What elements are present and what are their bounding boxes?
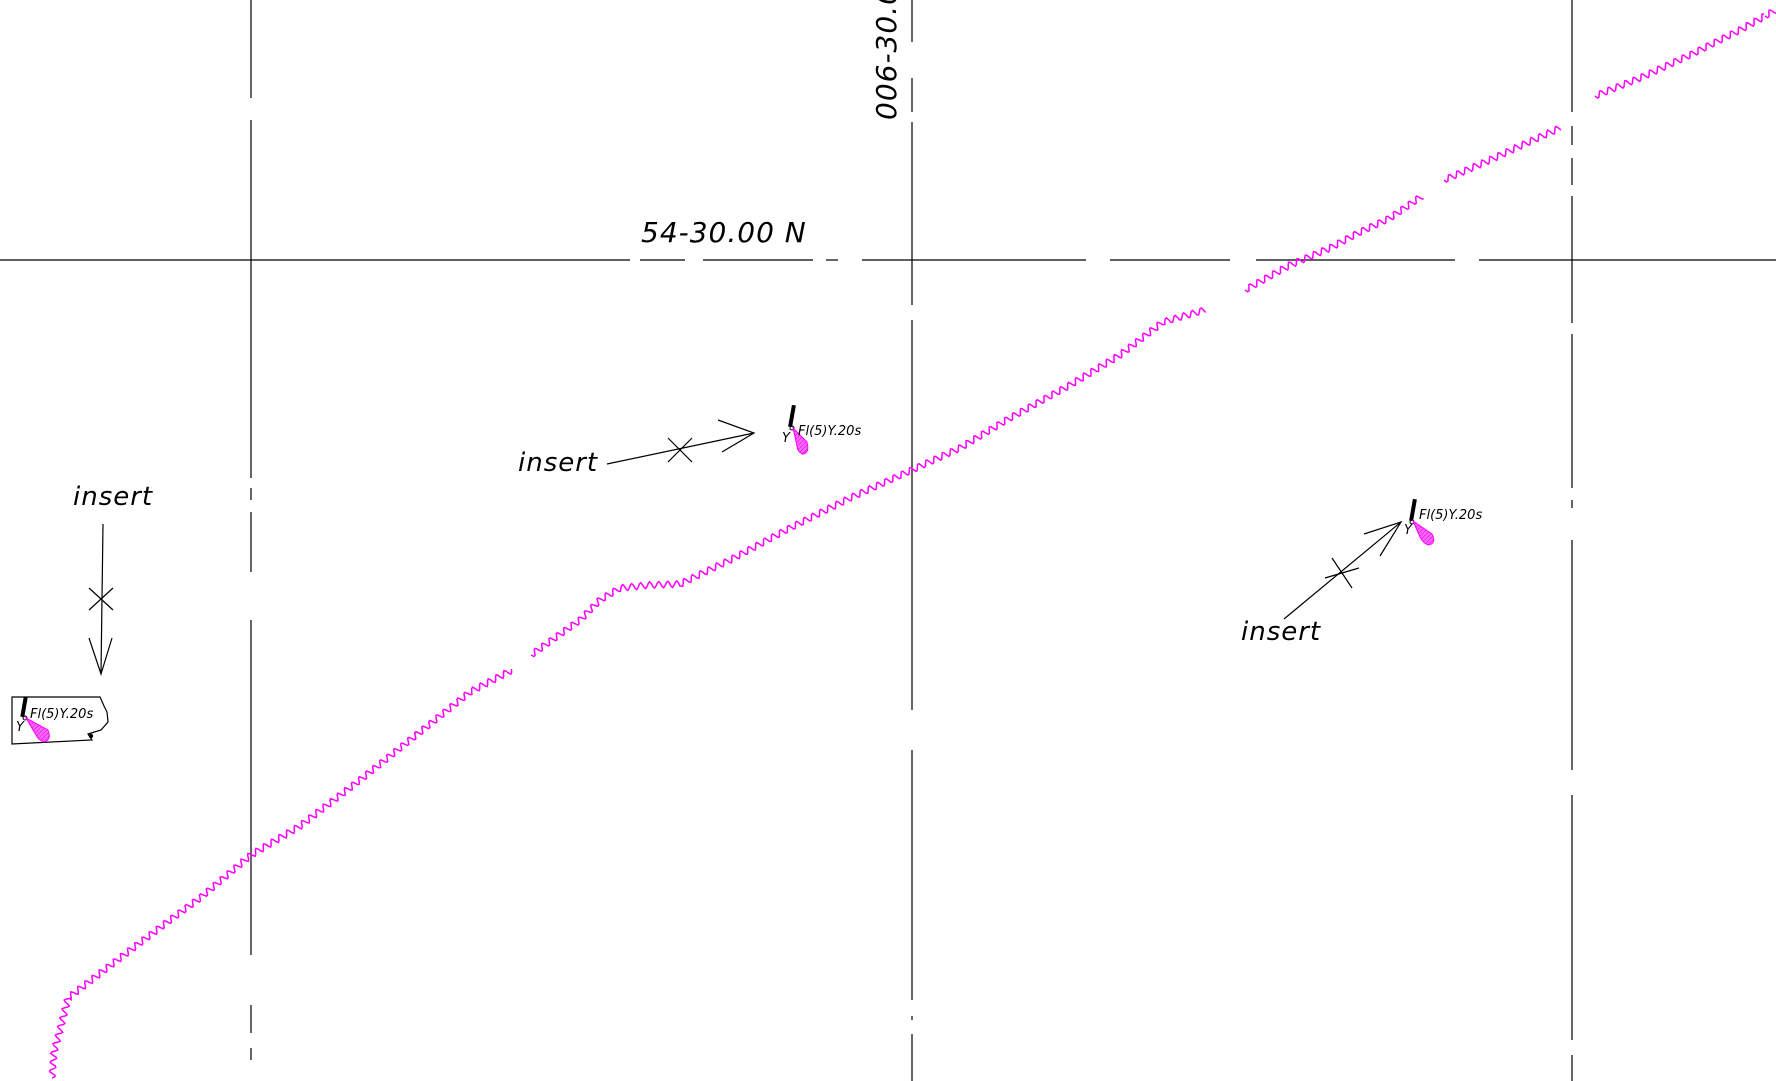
inset-frame	[11, 696, 109, 745]
light-color-letter: Y	[16, 720, 25, 735]
latitude-label: 54-30.00 N	[641, 216, 807, 249]
cable-segment	[1443, 125, 1562, 183]
light-characteristic: Fl(5)Y.20s	[1419, 508, 1482, 523]
leader-line	[606, 432, 755, 465]
cable-segment	[530, 307, 1207, 658]
leader-line	[1283, 521, 1402, 620]
light-2[interactable]: Y Fl(5)Y.20s	[782, 404, 861, 455]
arrow-icon	[717, 419, 756, 453]
cross-marker-icon	[667, 437, 693, 463]
cross-marker-icon	[1324, 557, 1360, 589]
insert-label: insert	[1241, 617, 1321, 647]
light-flare-icon	[792, 426, 809, 455]
arrow-icon	[88, 637, 113, 676]
longitude-label: 006-30.0	[870, 0, 903, 120]
insert-annotation-1: insert	[73, 482, 153, 676]
cable-segment	[1764, 9, 1776, 19]
insert-label: insert	[73, 482, 153, 512]
insert-label: insert	[518, 448, 598, 478]
light-3[interactable]: Y Fl(5)Y.20s	[1404, 498, 1482, 546]
insert-annotation-2: insert	[518, 419, 756, 478]
cable-segment	[1594, 13, 1765, 99]
light-characteristic: Fl(5)Y.20s	[798, 424, 861, 439]
light-flare-icon	[24, 716, 50, 743]
light-flare-icon	[1411, 519, 1435, 546]
inset-box[interactable]: Y Fl(5)Y.20s	[11, 696, 109, 745]
light-color-letter: Y	[1404, 523, 1413, 538]
light-color-letter: Y	[782, 431, 791, 446]
cable-segment	[48, 668, 513, 1079]
arrow-icon	[1363, 520, 1403, 557]
cable-segment	[1244, 195, 1424, 293]
buoy-icon	[1409, 498, 1417, 525]
inset-dot	[88, 733, 94, 739]
light-1[interactable]: Y Fl(5)Y.20s	[16, 696, 93, 743]
cross-marker-icon	[88, 587, 114, 611]
buoy-icon	[20, 696, 28, 721]
light-characteristic: Fl(5)Y.20s	[30, 707, 93, 722]
buoy-icon	[788, 404, 796, 431]
insert-annotation-3: insert	[1241, 520, 1403, 647]
submarine-cable	[48, 9, 1776, 1079]
